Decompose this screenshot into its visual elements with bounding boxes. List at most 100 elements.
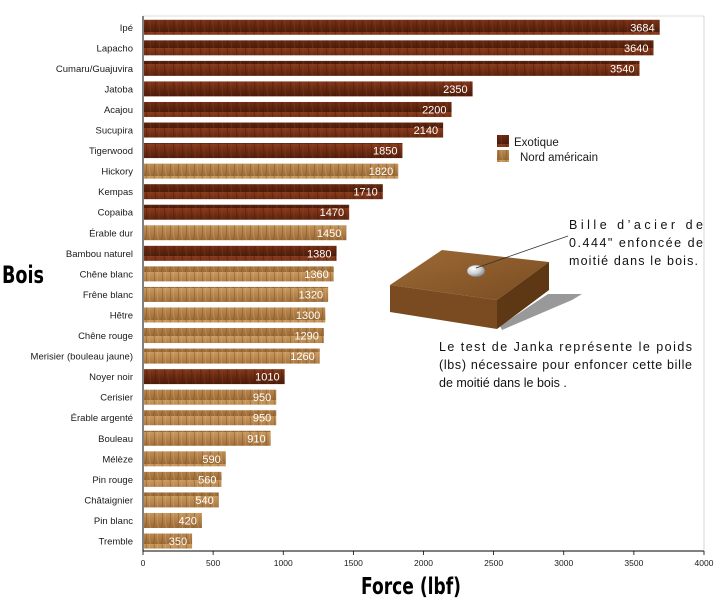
ball-annotation-line-3: moitié dans le bois. [569,254,698,268]
category-label-ipe: Ipé [120,23,133,34]
value-label-chene-rouge: 1290 [294,331,318,343]
x-tick-label-3500: 3500 [624,558,643,568]
bar-chene-rouge [144,328,324,344]
x-tick-label-1000: 1000 [274,558,293,568]
value-label-cerisier: 950 [253,392,271,404]
value-label-acajou: 2200 [422,104,446,116]
category-label-acajou: Acajou [104,105,133,116]
value-label-cumaru-guajuvira: 3540 [610,63,634,75]
bar-cerisier [144,389,277,405]
bar-hickory [144,163,399,179]
category-label-chene-rouge: Chêne rouge [78,331,133,342]
category-label-chene-blanc: Chêne blanc [80,269,134,280]
value-label-bouleau: 910 [247,433,265,445]
value-label-hickory: 1820 [369,166,393,178]
x-axis-title: Force (lbf) [361,574,461,600]
category-label-bouleau: Bouleau [98,434,133,445]
bar-erable-argente [144,410,277,426]
value-label-frene-blanc: 1320 [299,289,323,301]
bar-copaiba [144,204,350,220]
value-label-ipe: 3684 [630,22,654,34]
category-label-kempas: Kempas [98,187,133,198]
block-front [390,285,497,329]
bar-merisier-bouleau-jaune [144,348,320,364]
value-label-erable-dur: 1450 [317,228,341,240]
x-tick-label-0: 0 [141,558,146,568]
category-label-erable-argente: Érable argenté [71,413,133,424]
x-tick-label-4000: 4000 [695,558,714,568]
value-label-chataignier: 540 [195,495,213,507]
value-label-kempas: 1710 [353,187,377,199]
bar-ipe [144,19,660,35]
bar-bouleau [144,430,271,446]
value-label-jatoba: 2350 [443,84,467,96]
bar-chene-blanc [144,266,334,282]
category-label-frene-blanc: Frêne blanc [83,290,133,301]
bar-tigerwood [144,143,403,159]
bar-meleze [144,451,226,467]
value-label-erable-argente: 950 [253,413,271,425]
value-label-meleze: 590 [202,454,220,466]
ball-annotation-line-1: Bille d’acier de [569,218,703,232]
bar-chataignier [144,492,219,508]
category-label-erable-dur: Érable dur [89,228,133,239]
category-label-hetre: Hêtre [110,310,133,321]
category-label-cumaru-guajuvira: Cumaru/Guajuvira [56,64,134,75]
bars-group: Ipé 3684 Lapacho 3640 Cumaru/Guajuvira 3540 Ja… [31,19,660,549]
block-side [497,262,549,329]
category-label-lapacho: Lapacho [97,43,133,54]
bar-cumaru-guajuvira [144,60,640,76]
x-tick-label-2000: 2000 [414,558,433,568]
x-tick-label-2500: 2500 [484,558,503,568]
bar-acajou [144,101,452,117]
test-annotation-line-1: Le test de Janka représente le poids [439,340,692,354]
category-label-cerisier: Cerisier [100,393,133,404]
category-label-tigerwood: Tigerwood [89,146,133,157]
value-label-tigerwood: 1850 [373,146,397,158]
bar-lapacho [144,40,654,56]
bar-erable-dur [144,225,347,241]
category-label-merisier-bouleau-jaune: Merisier (bouleau jaune) [31,352,133,363]
category-label-hickory: Hickory [101,167,133,178]
category-label-sucupira: Sucupira [96,126,134,137]
value-label-tremble: 350 [169,536,187,548]
bar-noyer-noir [144,369,285,385]
category-label-meleze: Mélèze [102,454,133,465]
legend-label-nord-americain: Nord américain [520,152,598,164]
x-tick-label-500: 500 [206,558,220,568]
bar-kempas [144,184,383,200]
value-label-bambou-naturel: 1380 [307,248,331,260]
category-label-jatoba: Jatoba [104,84,133,95]
category-label-tremble: Tremble [99,537,134,548]
category-label-bambou-naturel: Bambou naturel [66,249,133,260]
ball-annotation-line-2: 0.444" enfoncée de [569,236,703,250]
janka-illustration [390,235,582,330]
value-label-noyer-noir: 1010 [255,372,279,384]
value-label-chene-blanc: 1360 [304,269,328,281]
bar-pin-rouge [144,471,222,487]
category-label-pin-blanc: Pin blanc [94,516,133,527]
test-annotation: Le test de Janka représente le poids (lb… [439,340,692,390]
bar-jatoba [144,81,473,97]
block-shadow [500,294,582,330]
bar-bambou-naturel [144,245,337,261]
category-label-noyer-noir: Noyer noir [89,372,133,383]
legend-swatch-nord-americain [497,150,509,162]
x-tick-label-1500: 1500 [344,558,363,568]
bar-hetre [144,307,326,323]
category-label-copaiba: Copaiba [98,208,134,219]
y-axis-title: Bois [2,261,44,289]
test-annotation-line-2: (lbs) nécessaire pour enfoncer cette bil… [439,358,692,372]
value-label-sucupira: 2140 [414,125,438,137]
bar-frene-blanc [144,286,329,302]
legend-swatch-exotique [497,135,509,147]
value-label-lapacho: 3640 [624,43,648,55]
steel-ball [466,264,486,278]
legend-label-exotique: Exotique [514,137,559,149]
value-label-pin-rouge: 560 [198,474,216,486]
value-label-pin-blanc: 420 [179,515,197,527]
category-label-chataignier: Châtaignier [84,495,133,506]
bar-sucupira [144,122,444,138]
value-label-merisier-bouleau-jaune: 1260 [290,351,314,363]
